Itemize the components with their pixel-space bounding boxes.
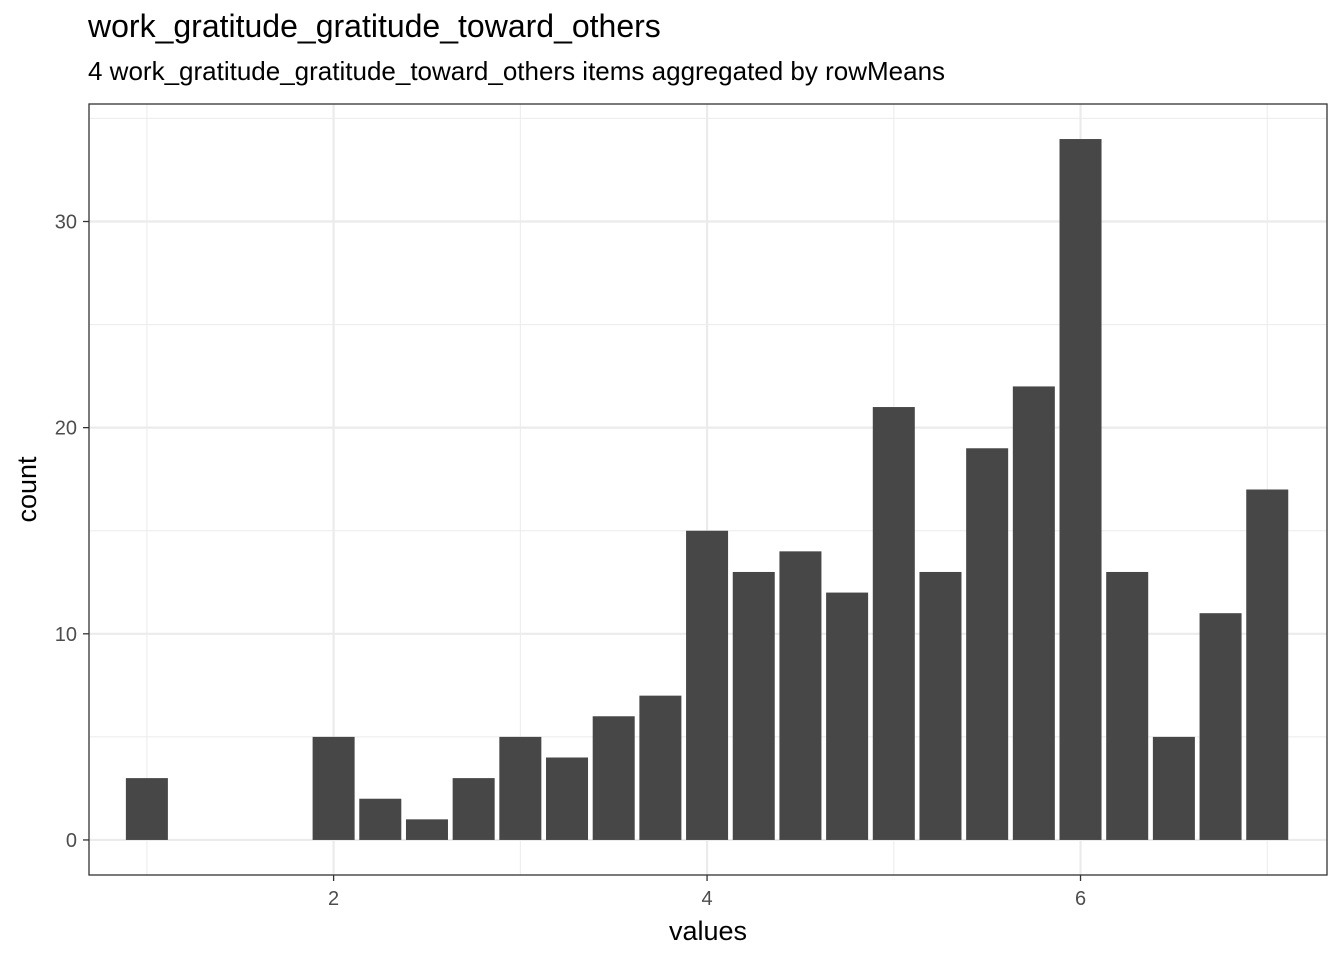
chart-title: work_gratitude_gratitude_toward_others [88, 8, 661, 44]
bar [405, 819, 448, 840]
bar [1152, 736, 1195, 840]
bar [966, 448, 1009, 840]
y-tick-label: 10 [55, 624, 77, 646]
x-axis-title: values [669, 916, 747, 946]
bar [732, 571, 775, 840]
y-tick-label: 20 [55, 418, 77, 440]
bar [499, 736, 542, 840]
bar [1106, 571, 1149, 840]
bar [125, 778, 168, 840]
bar [919, 571, 962, 840]
panel-border [88, 103, 1328, 876]
y-tick-label: 0 [66, 830, 77, 852]
chart-subtitle: 4 work_gratitude_gratitude_toward_others… [88, 56, 946, 86]
bar [779, 551, 822, 840]
y-tick-label: 30 [55, 212, 77, 234]
x-tick-label: 2 [328, 888, 339, 910]
bar [312, 736, 355, 840]
x-tick-label: 6 [1075, 888, 1086, 910]
axis-ticks: 2 4 6 0 10 20 30 [55, 212, 1086, 910]
bar [452, 778, 495, 840]
bar [686, 530, 729, 840]
bar [1012, 386, 1055, 840]
bar [826, 592, 869, 840]
x-tick-label: 4 [702, 888, 713, 910]
bar [872, 407, 915, 840]
bar [1246, 489, 1289, 840]
bar [1199, 613, 1242, 840]
bar [639, 695, 682, 840]
y-axis-title: count [12, 456, 42, 523]
bar [546, 757, 589, 840]
bar [1059, 139, 1102, 840]
bar [592, 716, 635, 840]
bars [125, 139, 1289, 840]
bar [359, 798, 402, 840]
